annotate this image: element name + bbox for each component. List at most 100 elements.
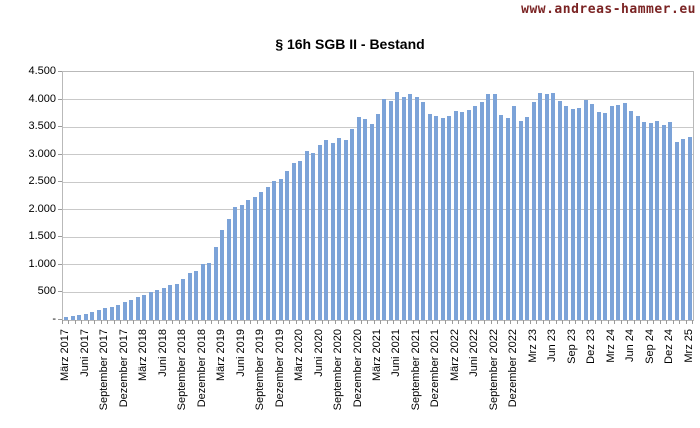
bar xyxy=(168,285,173,320)
bar xyxy=(272,180,277,320)
bar xyxy=(687,137,692,320)
bar xyxy=(304,150,309,320)
bar xyxy=(220,229,225,320)
x-axis-tick xyxy=(523,320,525,324)
bar xyxy=(129,299,134,320)
x-axis-tick xyxy=(627,320,629,324)
x-axis-tick xyxy=(588,320,590,324)
x-axis-tick xyxy=(152,320,154,324)
bar xyxy=(239,204,244,320)
x-axis-label-text: Dez 23 xyxy=(585,329,598,364)
bar xyxy=(531,102,536,320)
x-axis-tick xyxy=(256,320,258,324)
gridline xyxy=(63,99,693,101)
x-axis-tick xyxy=(68,320,70,324)
x-axis-label-text: Dezember 2018 xyxy=(195,329,208,408)
x-axis-tick xyxy=(432,320,434,324)
x-axis-label: Mrz 24 xyxy=(605,325,617,363)
x-axis-label-text: Dez 24 xyxy=(663,329,676,364)
x-axis-label-text: März 2020 xyxy=(293,329,306,381)
bar xyxy=(116,304,121,320)
bar xyxy=(544,94,549,320)
x-axis-label-text: Juni 2021 xyxy=(390,329,403,377)
x-axis-tick xyxy=(653,320,655,324)
x-axis-tick xyxy=(295,320,297,324)
x-axis-tick xyxy=(536,320,538,324)
x-axis-tick xyxy=(471,320,473,324)
y-axis-label: 4.500 xyxy=(28,65,56,77)
bar xyxy=(259,192,264,320)
x-axis-tick xyxy=(484,320,486,324)
x-axis-tick xyxy=(386,320,388,324)
x-axis-label: Juni 2018 xyxy=(157,325,169,377)
x-axis-label: Mrz 23 xyxy=(527,325,539,363)
x-axis-tick xyxy=(120,320,122,324)
bar xyxy=(486,93,491,320)
bar xyxy=(155,289,160,320)
bar xyxy=(551,92,556,320)
bar xyxy=(505,118,510,320)
x-axis-label-text: Mrz 25 xyxy=(682,329,695,363)
x-axis-tick xyxy=(640,320,642,324)
bar xyxy=(603,112,608,320)
y-axis-label: 3.500 xyxy=(28,120,56,133)
x-axis-label-text: September 2017 xyxy=(98,329,111,411)
x-axis-tick xyxy=(659,320,661,324)
x-axis-label: Dezember 2019 xyxy=(274,325,286,407)
x-axis-tick xyxy=(692,320,693,324)
x-axis-label: September 2019 xyxy=(254,325,266,410)
x-axis-tick xyxy=(679,320,680,324)
x-axis-tick xyxy=(276,320,278,324)
x-axis-label: Mrz 25 xyxy=(683,325,695,363)
bar xyxy=(648,122,653,320)
x-axis-tick xyxy=(315,320,317,324)
bar xyxy=(642,121,647,320)
bar xyxy=(447,115,452,320)
x-axis-label: Juni 2017 xyxy=(79,325,91,377)
bar xyxy=(376,114,380,320)
bar xyxy=(369,123,374,320)
x-axis-tick xyxy=(62,320,63,324)
bar xyxy=(395,92,400,320)
bar xyxy=(109,306,114,320)
x-axis-label: März 2022 xyxy=(449,325,461,381)
x-axis-label: Juni 2021 xyxy=(390,325,402,377)
bar xyxy=(311,153,316,320)
bar xyxy=(207,262,212,320)
bar xyxy=(285,171,290,320)
x-axis-tick xyxy=(445,320,447,324)
bar xyxy=(616,104,621,320)
x-axis-tick xyxy=(211,320,213,324)
y-axis-tick xyxy=(58,208,62,210)
x-axis-label: März 2021 xyxy=(371,325,383,381)
x-axis-tick xyxy=(269,320,271,324)
bar xyxy=(77,314,82,320)
x-axis-label: September 2020 xyxy=(332,325,344,410)
x-axis-label-text: Jun 24 xyxy=(624,329,637,363)
bar xyxy=(538,92,543,320)
bar xyxy=(564,105,569,320)
bar xyxy=(388,100,393,320)
x-axis-tick xyxy=(289,320,291,324)
y-axis-label: 1.000 xyxy=(28,257,56,270)
bar xyxy=(466,110,471,320)
x-axis-tick xyxy=(412,320,414,324)
bar xyxy=(70,315,75,320)
x-axis-label: Dez 24 xyxy=(663,325,675,364)
x-axis-tick xyxy=(406,320,408,324)
x-axis-label-text: Mrz 23 xyxy=(526,329,539,363)
x-axis-label-text: Juni 2020 xyxy=(312,329,325,377)
x-axis-label: Sep 23 xyxy=(566,325,578,364)
x-axis-tick xyxy=(672,320,674,324)
x-axis-tick xyxy=(328,320,330,324)
bar xyxy=(187,272,192,320)
x-axis-label: März 2019 xyxy=(215,325,227,381)
x-axis-tick xyxy=(685,320,687,324)
x-axis-tick xyxy=(230,320,232,324)
bar xyxy=(90,312,95,320)
bar xyxy=(681,139,686,320)
x-axis-tick xyxy=(464,320,466,324)
bar xyxy=(414,97,419,320)
x-axis-tick xyxy=(549,320,551,324)
x-axis-label-text: September 2022 xyxy=(487,329,500,411)
